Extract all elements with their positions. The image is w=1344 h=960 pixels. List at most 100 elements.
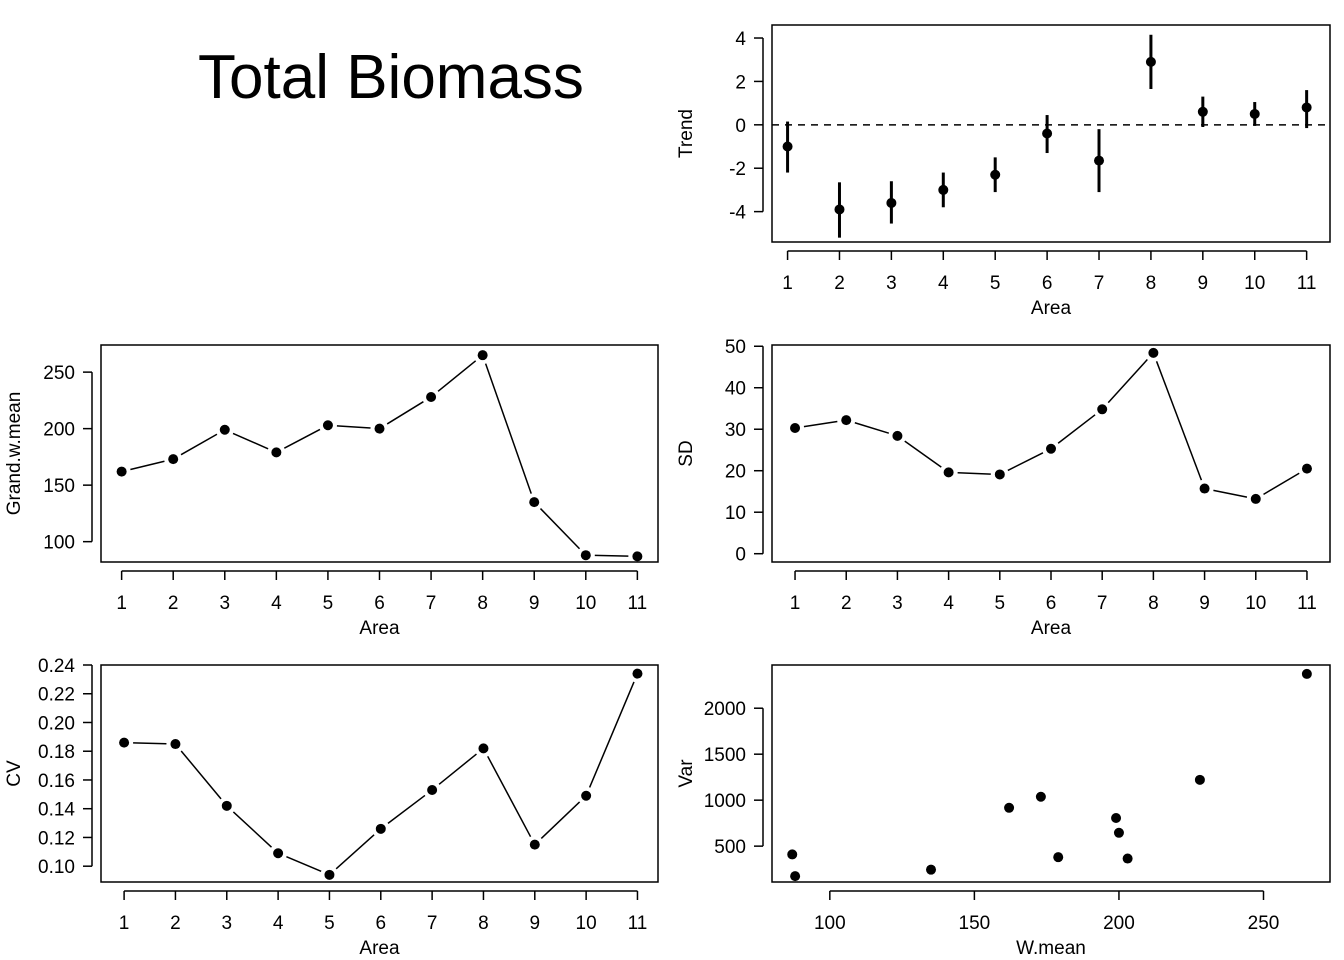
sd-x-axis-label: Area — [1031, 618, 1072, 639]
grand-w-mean-x-tick-label: 1 — [116, 593, 127, 614]
sd-x-tick-label: 1 — [790, 593, 801, 614]
cv-data-point — [478, 743, 489, 754]
cv-series-segment — [540, 801, 581, 839]
sd-x-tick-label: 2 — [841, 593, 852, 614]
grand-w-mean-series-segment — [386, 401, 424, 425]
grand-w-mean-data-point — [632, 551, 643, 562]
sd-series-segment — [1213, 489, 1248, 498]
grand-w-mean-x-axis-label: Area — [359, 618, 400, 639]
cv-x-tick-label: 10 — [576, 913, 597, 934]
grand-w-mean-plot-frame — [100, 344, 659, 563]
grand-w-mean-x-tick-label: 7 — [426, 593, 437, 614]
trend-y-tick-label: 4 — [735, 29, 746, 50]
grand-w-mean-data-point — [116, 466, 127, 477]
trend-plot-frame — [771, 24, 1331, 243]
sd-series-segment — [1057, 414, 1096, 444]
grand-w-mean-y-axis-label: Grand.w.mean — [4, 392, 25, 516]
cv-y-tick-label: 0.20 — [38, 713, 75, 734]
sd-y-tick-label: 0 — [735, 545, 746, 566]
cv-series-segment — [286, 856, 322, 873]
sd-data-point — [994, 469, 1005, 480]
var-panel: 100 150 200 250 W.mean 500 1000 1500 2000 Var — [676, 664, 1331, 959]
cv-series-segment — [180, 750, 222, 800]
sd-x-tick-label: 9 — [1199, 593, 1210, 614]
grand-w-mean-data-point — [168, 454, 179, 465]
cv-y-tick-label: 0.22 — [38, 685, 75, 706]
cv-x-tick-label: 11 — [628, 913, 648, 934]
cv-y-tick-label: 0.18 — [38, 742, 75, 763]
sd-data-point — [892, 430, 903, 441]
grand-w-mean-x-tick-label: 10 — [575, 593, 596, 614]
cv-series-segment — [387, 794, 426, 824]
trend-x-tick-label: 8 — [1146, 273, 1157, 294]
cv-series-segment — [335, 834, 375, 870]
cv-data-point — [324, 869, 335, 880]
cv-y-tick-label: 0.24 — [38, 656, 75, 677]
cv-series-segment — [133, 742, 167, 745]
cv-x-tick-label: 8 — [478, 913, 489, 934]
grand-w-mean-data-point — [374, 423, 385, 434]
cv-x-tick-label: 5 — [324, 913, 335, 934]
sd-x-tick-label: 7 — [1097, 593, 1108, 614]
cv-y-tick-label: 0.10 — [38, 857, 75, 878]
sd-data-point — [1199, 483, 1210, 494]
trend-x-tick-label: 4 — [938, 273, 949, 294]
trend-x-tick-label: 6 — [1042, 273, 1053, 294]
sd-data-point — [943, 467, 954, 478]
var-y-axis-label: Var — [676, 759, 697, 788]
sd-y-tick-label: 50 — [725, 337, 746, 358]
trend-data-point — [990, 169, 1001, 180]
trend-data-point — [1042, 128, 1053, 139]
trend-x-tick-label: 5 — [990, 273, 1001, 294]
sd-x-tick-label: 11 — [1297, 593, 1317, 614]
sd-data-point — [1046, 443, 1056, 454]
cv-panel: 1 2 3 4 5 6 7 8 9 10 11 Area 0.10 0.12 0.14 0.16 0.18 0.2… — [4, 656, 659, 959]
sd-y-tick-label: 10 — [725, 503, 746, 524]
grand-w-mean-y-tick-label: 200 — [43, 420, 75, 441]
grand-w-mean-x-axis: 1 2 3 4 5 6 7 8 9 10 11 — [116, 570, 647, 614]
sd-series-segment — [1007, 452, 1044, 472]
grand-w-mean-data-point — [219, 424, 230, 435]
sd-series-segment — [957, 471, 991, 475]
sd-x-tick-label: 6 — [1046, 593, 1057, 614]
trend-x-axis: 1 2 3 4 5 6 7 8 9 10 11 — [782, 250, 1317, 294]
trend-data-point — [1197, 106, 1208, 117]
cv-x-axis-label: Area — [359, 938, 400, 959]
var-x-tick-label: 200 — [1103, 913, 1135, 934]
trend-x-tick-label: 9 — [1198, 273, 1209, 294]
var-data-point — [1035, 791, 1046, 802]
var-plot-frame — [771, 664, 1331, 883]
trend-x-tick-label: 7 — [1094, 273, 1105, 294]
sd-panel: 1 2 3 4 5 6 7 8 9 10 11 Area 0 10 20 30 40 50 SD — [676, 337, 1331, 639]
grand-w-mean-series-segment — [336, 425, 371, 429]
grand-w-mean-series-segment — [283, 428, 321, 449]
trend-y-axis: -4 -2 0 2 4 — [729, 29, 764, 224]
grand-w-mean-series-segment — [484, 363, 532, 494]
grand-w-mean-data-point — [322, 420, 333, 431]
grand-w-mean-y-tick-label: 100 — [43, 533, 75, 554]
cv-series-segment — [588, 681, 635, 788]
sd-series-segment — [904, 440, 942, 468]
var-x-axis: 100 150 200 250 — [814, 890, 1279, 934]
var-x-tick-label: 100 — [814, 913, 846, 934]
cv-data-point — [427, 785, 438, 796]
grand-w-mean-x-tick-label: 9 — [529, 593, 540, 614]
cv-y-tick-label: 0.16 — [38, 771, 75, 792]
trend-x-tick-label: 10 — [1244, 273, 1265, 294]
sd-y-axis: 0 10 20 30 40 50 — [725, 337, 764, 566]
var-x-axis-label: W.mean — [1016, 938, 1086, 959]
grand-w-mean-series-segment — [180, 433, 218, 456]
trend-x-tick-label: 11 — [1297, 273, 1317, 294]
cv-y-tick-label: 0.12 — [38, 828, 75, 849]
var-data-point — [926, 864, 937, 875]
var-data-point — [1004, 802, 1015, 813]
trend-y-tick-label: -4 — [729, 203, 746, 224]
sd-data-point — [841, 415, 852, 426]
trend-x-axis-label: Area — [1031, 298, 1072, 319]
grand-w-mean-y-tick-label: 150 — [43, 476, 75, 497]
trend-y-tick-label: 0 — [735, 116, 746, 137]
var-data-point — [787, 849, 798, 860]
sd-y-axis-label: SD — [676, 440, 697, 466]
var-data-point — [790, 871, 801, 882]
